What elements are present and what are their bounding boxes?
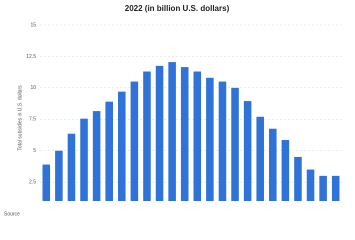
bar bbox=[155, 65, 164, 201]
bar bbox=[180, 67, 189, 201]
bar bbox=[331, 175, 340, 201]
bar bbox=[143, 71, 151, 201]
bar bbox=[269, 128, 277, 201]
bar bbox=[92, 111, 101, 201]
bar bbox=[206, 77, 214, 201]
bar bbox=[118, 91, 126, 201]
bar bbox=[256, 116, 264, 201]
bar bbox=[67, 133, 76, 201]
bar bbox=[193, 71, 202, 201]
bar bbox=[231, 87, 239, 201]
bar bbox=[80, 118, 88, 201]
bar bbox=[105, 101, 113, 201]
bar bbox=[55, 150, 63, 201]
bar bbox=[319, 175, 327, 201]
bar bbox=[243, 101, 252, 201]
bar bbox=[306, 169, 315, 201]
bar bbox=[294, 157, 302, 201]
bar bbox=[130, 81, 139, 201]
y-tick-label: 5 bbox=[33, 148, 36, 154]
y-tick-label: 10 bbox=[30, 85, 36, 91]
y-tick-label: 15 bbox=[30, 22, 36, 28]
y-tick-label: 2.5 bbox=[29, 179, 36, 185]
bar bbox=[218, 81, 227, 201]
source: Source bbox=[4, 211, 20, 217]
bar bbox=[42, 164, 51, 201]
y-axis-label: Total subsidies in U.S. dollars bbox=[17, 85, 23, 151]
y-tick-label: 12.5 bbox=[26, 54, 36, 60]
y-tick-label: 7.5 bbox=[29, 117, 36, 123]
chart: 2022 (in billion U.S. dollars) Total sub… bbox=[4, 4, 342, 217]
bar bbox=[281, 140, 290, 201]
chart-title: 2022 (in billion U.S. dollars) bbox=[125, 4, 230, 13]
bar bbox=[168, 62, 176, 202]
